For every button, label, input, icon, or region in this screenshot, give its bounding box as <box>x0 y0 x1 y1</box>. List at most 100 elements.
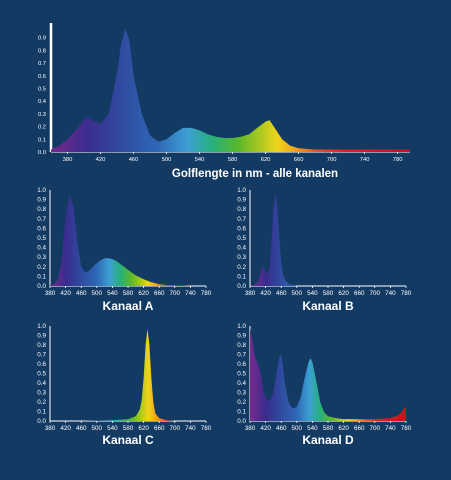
x-tick-label: 780 <box>401 425 412 432</box>
x-tick-label: 740 <box>185 290 196 297</box>
x-tick-label: 500 <box>292 290 303 297</box>
y-tick-label: 0.7 <box>37 352 46 359</box>
chart-caption: Kanaal B <box>302 299 354 313</box>
y-tick-label: 0.8 <box>237 206 246 213</box>
y-tick-label: 0.8 <box>38 48 46 54</box>
x-tick-label: 700 <box>370 290 381 297</box>
y-tick-label: 0.1 <box>38 137 46 143</box>
y-tick-label: 0.2 <box>38 125 46 131</box>
x-tick-label: 540 <box>107 425 118 432</box>
y-tick-label: 0.9 <box>37 197 46 204</box>
y-tick-label: 0.2 <box>37 264 46 271</box>
x-tick-label: 380 <box>245 425 256 432</box>
y-tick-label: 0.0 <box>37 418 46 425</box>
y-tick-label: 0.1 <box>237 273 246 280</box>
y-tick-label: 0.3 <box>237 254 246 261</box>
x-tick-label: 780 <box>201 425 212 432</box>
y-tick-label: 0.7 <box>237 216 246 223</box>
y-tick-label: 0.1 <box>37 409 46 416</box>
x-tick-label: 740 <box>360 157 370 163</box>
x-tick-label: 380 <box>245 290 256 297</box>
y-tick-label: 0.7 <box>37 216 46 223</box>
x-tick-label: 540 <box>107 290 118 297</box>
x-tick-label: 500 <box>292 425 303 432</box>
y-tick-label: 0.9 <box>37 333 46 340</box>
y-tick-label: 0.5 <box>237 235 246 242</box>
x-tick-label: 620 <box>261 157 271 163</box>
x-tick-label: 700 <box>170 290 181 297</box>
y-tick-label: 0.1 <box>37 273 46 280</box>
x-tick-label: 660 <box>294 157 304 163</box>
x-tick-label: 540 <box>307 425 318 432</box>
x-tick-label: 540 <box>307 290 318 297</box>
y-tick-label: 0.4 <box>37 380 46 387</box>
x-tick-label: 620 <box>338 425 349 432</box>
x-tick-label: 620 <box>138 425 149 432</box>
x-tick-label: 460 <box>76 290 87 297</box>
y-tick-label: 0.9 <box>237 333 246 340</box>
y-tick-label: 0.2 <box>237 264 246 271</box>
y-tick-label: 0.9 <box>237 197 246 204</box>
y-tick-label: 0.7 <box>38 61 46 67</box>
x-axis-title: Golflengte in nm - alle kanalen <box>172 168 338 180</box>
y-tick-label: 0.3 <box>237 390 246 397</box>
x-tick-label: 580 <box>323 425 334 432</box>
chart-kanaal-b: 0.0 0.1 0.2 0.3 0.4 0.5 0.6 0.7 0.8 0.9 1.0 380 420… <box>237 187 412 313</box>
x-tick-label: 740 <box>385 425 396 432</box>
y-tick-label: 1.0 <box>237 187 246 194</box>
y-tick-label: 0.6 <box>38 74 46 80</box>
y-tick-label: 0.6 <box>37 361 46 368</box>
x-tick-label: 540 <box>195 157 205 163</box>
x-tick-label: 380 <box>45 425 56 432</box>
x-tick-label: 380 <box>63 157 73 163</box>
x-tick-label: 580 <box>123 290 134 297</box>
chart-caption: Kanaal C <box>102 433 154 447</box>
x-tick-label: 420 <box>96 157 106 163</box>
x-tick-label: 460 <box>276 425 287 432</box>
x-tick-label: 580 <box>323 290 334 297</box>
x-tick-label: 500 <box>162 157 172 163</box>
x-tick-label: 660 <box>154 290 165 297</box>
chart-kanaal-c: 0.0 0.1 0.2 0.3 0.4 0.5 0.6 0.7 0.8 0.9 1.0 380 420… <box>37 323 212 447</box>
y-tick-label: 0.4 <box>37 245 46 252</box>
y-tick-label: 0.0 <box>38 150 46 156</box>
y-tick-label: 0.0 <box>37 283 46 290</box>
y-tick-label: 1.0 <box>37 187 46 194</box>
spectrum-area <box>51 28 410 152</box>
spectrum-area <box>50 328 206 421</box>
y-tick-label: 0.8 <box>37 342 46 349</box>
chart-all-channels: 0.0 0.1 0.2 0.3 0.4 0.5 0.6 0.7 0.8 0.9 380 420 460… <box>38 23 410 180</box>
x-tick-label: 660 <box>354 290 365 297</box>
y-tick-label: 0.9 <box>38 36 46 42</box>
x-tick-label: 620 <box>138 290 149 297</box>
y-tick-label: 0.2 <box>237 399 246 406</box>
y-tick-label: 0.0 <box>237 283 246 290</box>
y-tick-label: 0.8 <box>37 206 46 213</box>
x-tick-label: 500 <box>92 290 103 297</box>
y-tick-label: 0.5 <box>37 371 46 378</box>
y-tick-label: 0.3 <box>38 112 46 118</box>
y-tick-label: 0.5 <box>237 371 246 378</box>
y-tick-label: 0.4 <box>38 99 47 105</box>
spectrum-area <box>50 194 206 286</box>
y-tick-label: 1.0 <box>237 323 246 330</box>
y-tick-label: 0.6 <box>237 225 246 232</box>
y-tick-label: 0.3 <box>37 390 46 397</box>
x-tick-label: 580 <box>228 157 238 163</box>
x-tick-label: 700 <box>170 425 181 432</box>
x-tick-label: 460 <box>76 425 87 432</box>
x-tick-label: 420 <box>260 290 271 297</box>
x-tick-label: 740 <box>385 290 396 297</box>
x-tick-label: 420 <box>60 290 71 297</box>
spectrum-area <box>250 328 406 421</box>
x-tick-label: 660 <box>354 425 365 432</box>
y-tick-label: 0.3 <box>37 254 46 261</box>
x-tick-label: 620 <box>338 290 349 297</box>
chart-kanaal-d: 0.0 0.1 0.2 0.3 0.4 0.5 0.6 0.7 0.8 0.9 1.0 380 420… <box>237 323 412 447</box>
x-tick-label: 700 <box>327 157 337 163</box>
x-tick-label: 780 <box>201 290 212 297</box>
y-tick-label: 0.0 <box>237 418 246 425</box>
x-tick-label: 420 <box>260 425 271 432</box>
y-tick-label: 0.4 <box>237 380 246 387</box>
